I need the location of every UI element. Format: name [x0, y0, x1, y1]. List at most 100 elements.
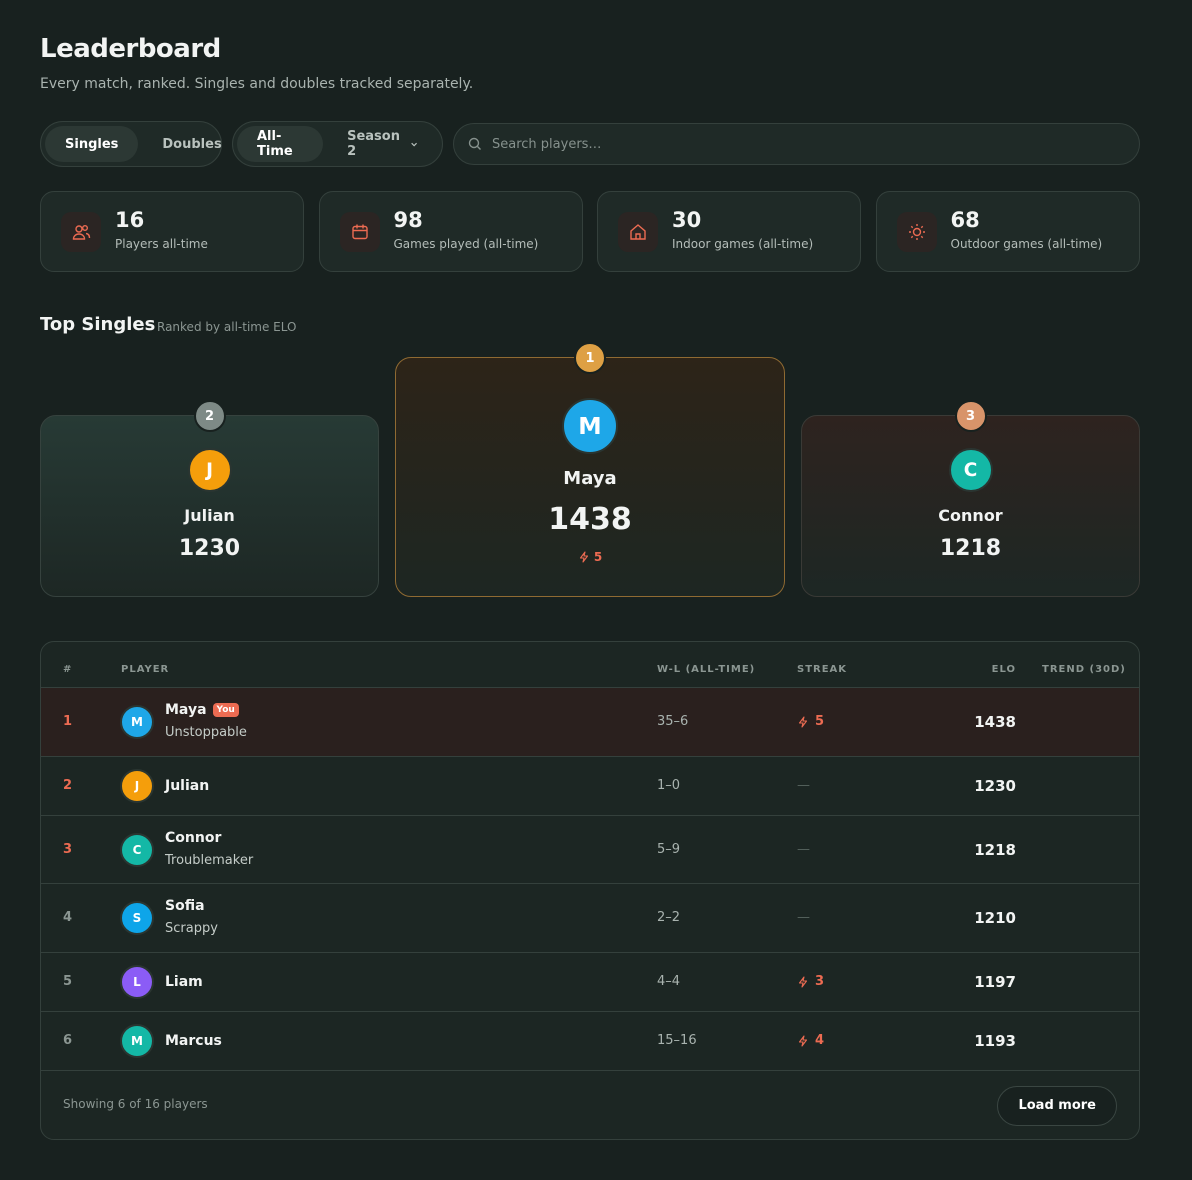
rank-badge: 1 — [574, 342, 606, 374]
stat-label: Players all-time — [115, 237, 208, 251]
column-header: W-L (ALL-TIME) — [657, 664, 756, 675]
mode-toggle: Singles Doubles — [40, 121, 222, 167]
mode-option[interactable]: Singles — [45, 126, 139, 162]
table-footer: Showing 6 of 16 players Load more — [41, 1069, 1139, 1140]
load-more-button[interactable]: Load more — [997, 1085, 1117, 1126]
podium-card: 3 C Connor 1218 — [801, 400, 1140, 597]
player-name: Marcus — [165, 1033, 222, 1049]
avatar: M — [120, 1024, 154, 1058]
stat-card: 68 Outdoor games (all-time) — [875, 191, 1140, 272]
search-placeholder: Search players… — [492, 136, 602, 152]
streak-value: 3 — [815, 974, 825, 989]
elo: 1218 — [974, 840, 1016, 859]
period-option[interactable]: All-Time — [237, 126, 324, 162]
rank: 5 — [63, 974, 73, 989]
period-dropdown[interactable]: Season 2 — [327, 126, 438, 162]
player-name: Julian — [165, 778, 210, 794]
player-name: Maya — [165, 702, 207, 718]
elo: 1197 — [974, 973, 1016, 991]
win-loss: 2–2 — [657, 910, 681, 926]
podium-card: 1 M Maya 1438 5 — [395, 342, 785, 597]
stat-icon — [61, 212, 101, 252]
rank: 4 — [63, 910, 73, 926]
leaderboard-table: # PLAYER W-L (ALL-TIME) STREAK ELO TREND (30D… — [40, 641, 1140, 1140]
elo: 1230 — [974, 777, 1016, 795]
page-subtitle: Every match, ranked. Singles and doubles… — [40, 76, 474, 92]
player-title: Troublemaker — [165, 852, 254, 868]
table-row: 2 J Julian 1–0 — 1230 — [41, 755, 1139, 815]
win-loss: 35–6 — [657, 714, 689, 730]
win-loss: 1–0 — [657, 778, 681, 793]
column-header: ELO — [991, 664, 1016, 675]
streak-value: 4 — [815, 1033, 825, 1048]
streak-value: 5 — [815, 714, 825, 730]
player-cell: Marcus — [165, 1033, 222, 1049]
avatar: S — [120, 901, 154, 936]
rank: 1 — [63, 714, 73, 730]
player-name: Liam — [165, 974, 203, 990]
rank-badge: 3 — [954, 400, 987, 432]
mode-option[interactable]: Doubles — [162, 136, 222, 152]
streak: 4 — [797, 1033, 824, 1048]
search-icon — [468, 137, 481, 150]
stat-label: Indoor games (all-time) — [672, 237, 814, 251]
table-row: 6 M Marcus 15–16 4 1193 — [41, 1010, 1139, 1070]
player-name: Maya — [563, 468, 617, 489]
elo: 1218 — [939, 536, 1002, 561]
stat-card: 98 Games played (all-time) — [318, 191, 583, 272]
you-badge: You — [212, 703, 239, 717]
section-subtitle: Ranked by all-time ELO — [157, 320, 297, 334]
avatar: C — [120, 832, 154, 867]
stat-card: 16 Players all-time — [40, 191, 304, 272]
rank: 3 — [63, 841, 73, 857]
avatar: L — [120, 965, 154, 999]
stat-value: 68 — [950, 208, 980, 232]
elo: 1438 — [974, 713, 1016, 732]
elo: 1193 — [974, 1032, 1016, 1050]
player-title: Scrappy — [165, 921, 218, 936]
streak: — — [797, 778, 810, 793]
section-title: Top Singles — [40, 314, 156, 335]
avatar: M — [562, 398, 618, 454]
win-loss: 4–4 — [657, 974, 681, 989]
streak: 3 — [797, 974, 824, 989]
streak: 5 — [396, 550, 784, 564]
stat-icon — [339, 212, 380, 252]
player-name: Julian — [184, 506, 235, 525]
rank: 6 — [63, 1033, 73, 1048]
stat-card: 30 Indoor games (all-time) — [597, 191, 861, 272]
stat-value: 16 — [115, 208, 145, 232]
player-cell: Julian — [165, 778, 209, 794]
page-title: Leaderboard — [40, 34, 221, 64]
player-name: Connor — [165, 829, 222, 846]
streak: — — [797, 841, 810, 857]
elo: 1438 — [548, 502, 632, 537]
rank: 2 — [63, 778, 73, 793]
column-header: STREAK — [797, 664, 848, 675]
avatar: J — [187, 448, 232, 492]
stat-value: 30 — [672, 208, 702, 232]
player-title: Unstoppable — [165, 725, 247, 740]
win-loss: 5–9 — [657, 841, 681, 857]
search-input[interactable]: Search players… — [453, 123, 1140, 165]
player-cell: Connor — [165, 830, 221, 846]
bolt-icon — [798, 975, 808, 988]
table-row: 4 S Sofia Scrappy 2–2 — 1210 — [41, 883, 1139, 952]
stat-value: 98 — [393, 208, 423, 232]
player-cell: Maya You — [165, 702, 239, 718]
column-header: # — [63, 664, 73, 675]
avatar: J — [120, 769, 154, 803]
table-row: 1 M Maya You Unstoppable 35–6 5 1438 — [41, 687, 1139, 756]
podium-card: 2 J Julian 1230 — [40, 400, 379, 597]
column-header: PLAYER — [121, 664, 170, 675]
column-header: TREND (30D) — [1042, 664, 1126, 675]
period-toggle: All-Time Season 2 — [232, 121, 443, 167]
bolt-icon — [798, 716, 808, 728]
table-row: 5 L Liam 4–4 3 1197 — [41, 951, 1139, 1011]
stat-label: Games played (all-time) — [393, 237, 539, 251]
bolt-icon — [579, 551, 588, 563]
chevron-icon — [411, 142, 417, 147]
table-row: 3 C Connor Troublemaker 5–9 — 1218 — [41, 814, 1139, 884]
